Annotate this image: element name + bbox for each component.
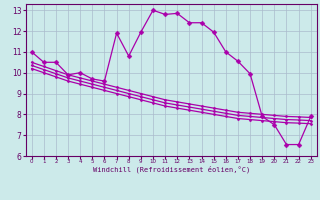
X-axis label: Windchill (Refroidissement éolien,°C): Windchill (Refroidissement éolien,°C) xyxy=(92,166,250,173)
